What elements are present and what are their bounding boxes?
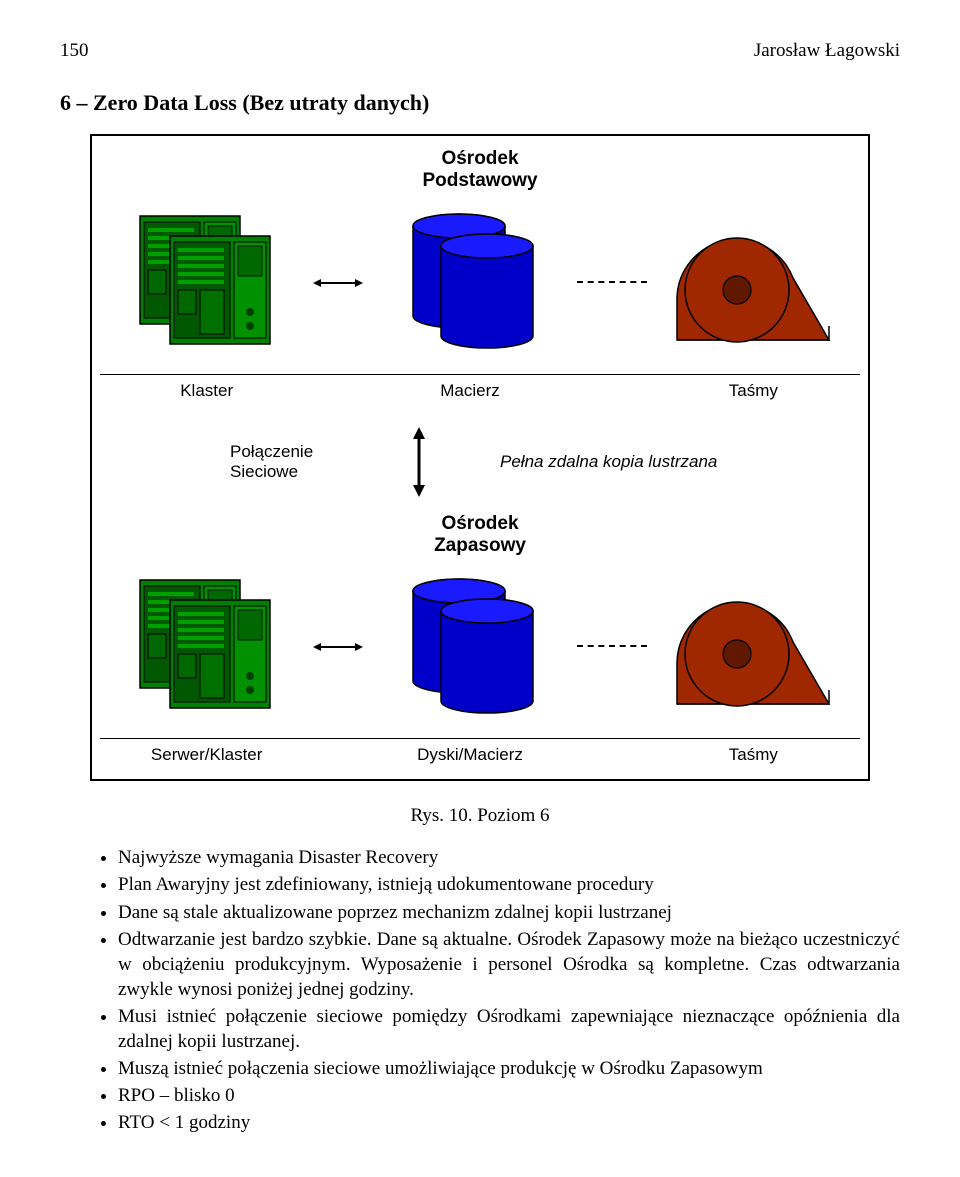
backup-tape-col	[647, 582, 860, 712]
block-primary-title: Ośrodek Podstawowy	[100, 148, 860, 192]
list-item: RPO – blisko 0	[118, 1083, 900, 1108]
primary-cluster-label: Klaster	[180, 381, 233, 401]
author-name: Jarosław Łagowski	[754, 40, 900, 62]
primary-tape-col	[647, 218, 860, 348]
net-label: Połączenie Sieciowe	[230, 442, 410, 481]
tape-icon	[673, 582, 833, 712]
backup-cluster-label: Serwer/Klaster	[151, 745, 262, 765]
block-backup-title: Ośrodek Zapasowy	[100, 513, 860, 557]
primary-tape-label: Taśmy	[729, 381, 778, 401]
list-item: Dane są stale aktualizowane poprzez mech…	[118, 900, 900, 925]
list-item: Odtwarzanie jest bardzo szybkie. Dane są…	[118, 927, 900, 1002]
block-primary: Ośrodek Podstawowy Klas	[100, 148, 860, 401]
backup-storage-label: Dyski/Macierz	[417, 745, 523, 765]
connector-dash	[577, 641, 647, 653]
block-primary-title-2: Podstawowy	[422, 170, 537, 191]
backup-storage-col	[363, 575, 576, 720]
block-backup-title-1: Ośrodek	[441, 513, 518, 534]
net-label-1: Połączenie	[230, 442, 313, 461]
primary-cluster-col	[100, 218, 313, 348]
connector-dash	[577, 277, 647, 289]
list-item: Plan Awaryjny jest zdefiniowany, istniej…	[118, 872, 900, 897]
backup-cluster-col	[100, 582, 313, 712]
page-number: 150	[60, 40, 89, 62]
block-backup: Ośrodek Zapasowy Serwer	[100, 513, 860, 766]
primary-storage-col	[363, 210, 576, 355]
list-item: Musi istnieć połączenie sieciowe pomiędz…	[118, 1004, 900, 1054]
storage-icon	[437, 232, 537, 352]
tape-icon	[673, 218, 833, 348]
primary-storage-label: Macierz	[440, 381, 500, 401]
figure-caption: Rys. 10. Poziom 6	[60, 805, 900, 827]
inter-block: Połączenie Sieciowe Pełna zdalna kopia l…	[230, 423, 800, 501]
server-icon	[168, 598, 274, 710]
connector-arrow	[313, 641, 363, 653]
block-primary-title-1: Ośrodek	[441, 148, 518, 169]
list-item: Najwyższe wymagania Disaster Recovery	[118, 845, 900, 870]
mirror-label: Pełna zdalna kopia lustrzana	[500, 452, 800, 472]
storage-icon	[437, 597, 537, 717]
section-title: 6 – Zero Data Loss (Bez utraty danych)	[60, 90, 900, 116]
backup-tape-label: Taśmy	[729, 745, 778, 765]
list-item: RTO < 1 godziny	[118, 1110, 900, 1135]
block-backup-title-2: Zapasowy	[434, 535, 526, 556]
connector-arrow	[313, 277, 363, 289]
diagram-frame: Ośrodek Podstawowy Klas	[90, 134, 870, 781]
vertical-arrow-icon	[411, 427, 427, 497]
list-item: Muszą istnieć połączenia sieciowe umożli…	[118, 1056, 900, 1081]
net-label-2: Sieciowe	[230, 462, 298, 481]
server-icon	[168, 234, 274, 346]
bullet-list: Najwyższe wymagania Disaster Recovery Pl…	[60, 845, 900, 1135]
